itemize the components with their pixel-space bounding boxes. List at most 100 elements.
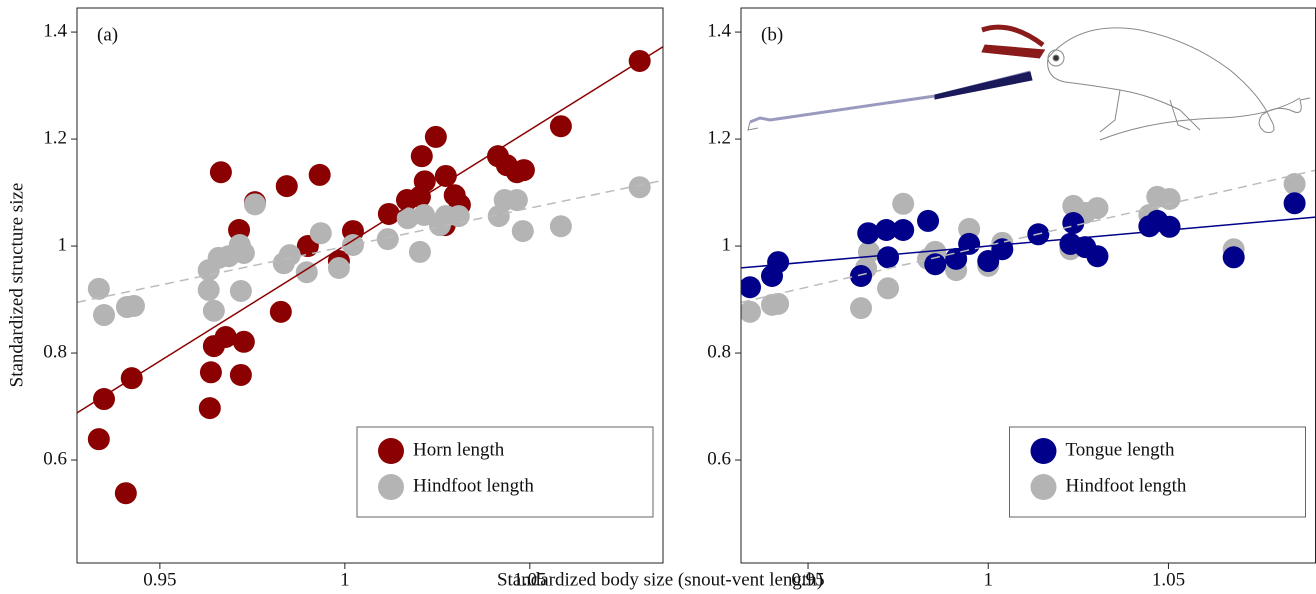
point (549, 215, 572, 238)
point (327, 256, 350, 279)
point (877, 246, 900, 269)
point (410, 145, 433, 168)
point (505, 189, 528, 212)
y-tick-label: 0.6 (707, 448, 731, 469)
point (202, 299, 225, 322)
point (408, 240, 431, 263)
y-tick-label: 0.8 (43, 341, 67, 362)
point (309, 222, 332, 245)
point (278, 244, 301, 267)
point (114, 482, 137, 505)
point (122, 294, 145, 317)
point (413, 204, 436, 227)
legend-marker (1030, 438, 1057, 464)
point (850, 297, 873, 320)
y-tick-label: 0.6 (43, 448, 67, 469)
x-tick-label: 1.05 (513, 569, 546, 590)
point (628, 176, 651, 199)
point (243, 193, 266, 216)
point (1283, 192, 1306, 215)
legend-label: Horn length (413, 439, 505, 460)
point (209, 161, 232, 184)
point (958, 232, 981, 255)
legend-marker (1030, 474, 1057, 500)
point (1158, 215, 1181, 238)
point (1158, 187, 1181, 210)
panel-label: (a) (97, 24, 118, 45)
point (413, 170, 436, 193)
point (892, 219, 915, 241)
point (434, 164, 457, 187)
point (1086, 245, 1109, 268)
point (945, 247, 968, 270)
y-tick-label: 1.4 (707, 20, 731, 41)
y-tick-label: 1 (58, 234, 68, 255)
point (229, 279, 252, 302)
point (93, 388, 116, 411)
point (377, 202, 400, 225)
x-tick-label: 0.95 (143, 569, 176, 590)
y-tick-label: 1.4 (43, 20, 67, 41)
point (1062, 212, 1085, 235)
legend-label: Hindfoot length (413, 475, 534, 496)
legend-label: Tongue length (1066, 439, 1175, 460)
x-tick-label: 1.05 (1152, 569, 1185, 590)
point (376, 228, 399, 251)
legend-box (356, 426, 654, 518)
point (269, 300, 292, 323)
x-tick-label: 0.95 (791, 569, 824, 590)
y-tick-label: 1.2 (707, 127, 731, 148)
point (424, 125, 447, 148)
point (512, 159, 535, 182)
x-tick-label: 1 (340, 569, 350, 590)
point (875, 219, 898, 241)
point (93, 304, 116, 327)
point (767, 292, 790, 315)
point (232, 242, 255, 265)
point (511, 220, 534, 243)
point (396, 207, 419, 230)
point (857, 240, 880, 263)
point (857, 222, 880, 245)
point (767, 251, 790, 274)
plot-area (741, 169, 1316, 323)
point (741, 276, 762, 299)
y-tick-label: 1.2 (43, 127, 67, 148)
point (924, 253, 947, 276)
point (275, 175, 298, 198)
point (308, 163, 331, 186)
point (991, 238, 1014, 261)
point (214, 325, 237, 348)
fit-line (77, 179, 663, 304)
point (1283, 172, 1306, 195)
point (1222, 246, 1245, 269)
point (87, 428, 110, 451)
point (199, 361, 222, 384)
point (850, 265, 873, 288)
chameleon-illustration (747, 24, 1311, 141)
point (87, 277, 110, 300)
y-tick-label: 0.8 (707, 341, 731, 362)
point (892, 192, 915, 215)
legend-label: Hindfoot length (1066, 475, 1187, 496)
y-axis-label: Standardized structure size (6, 183, 27, 388)
frame (76, 7, 664, 564)
y-tick-label: 1 (722, 234, 732, 255)
point (197, 278, 220, 301)
point (1086, 197, 1109, 220)
point (232, 330, 255, 353)
point (198, 397, 221, 420)
point (877, 277, 900, 300)
legend-marker (378, 474, 404, 500)
x-tick-label: 1 (983, 569, 993, 590)
panel-label: (b) (761, 24, 783, 45)
legend-marker (378, 438, 404, 464)
fit-line (741, 216, 1316, 269)
plot-area (77, 46, 663, 505)
legend-box (1009, 426, 1306, 518)
point (917, 209, 940, 232)
point (341, 233, 364, 256)
x-axis-label: Standardized body size (snout-vent lengt… (497, 569, 823, 590)
point (229, 363, 252, 386)
